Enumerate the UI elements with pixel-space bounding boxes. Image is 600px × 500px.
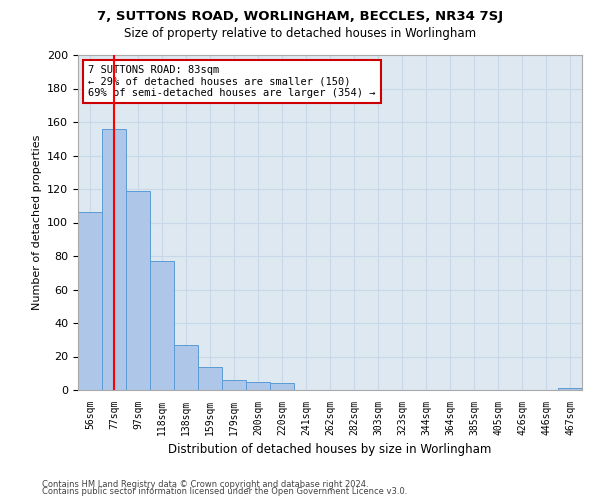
Text: Contains HM Land Registry data © Crown copyright and database right 2024.: Contains HM Land Registry data © Crown c…: [42, 480, 368, 489]
Bar: [78, 212, 102, 390]
Bar: [558, 388, 582, 390]
Bar: [150, 261, 174, 390]
Text: 7, SUTTONS ROAD, WORLINGHAM, BECCLES, NR34 7SJ: 7, SUTTONS ROAD, WORLINGHAM, BECCLES, NR…: [97, 10, 503, 23]
Text: Size of property relative to detached houses in Worlingham: Size of property relative to detached ho…: [124, 28, 476, 40]
Bar: [102, 128, 126, 390]
X-axis label: Distribution of detached houses by size in Worlingham: Distribution of detached houses by size …: [169, 444, 491, 456]
Bar: [222, 380, 246, 390]
Bar: [246, 382, 270, 390]
Bar: [126, 190, 150, 390]
Text: Contains public sector information licensed under the Open Government Licence v3: Contains public sector information licen…: [42, 487, 407, 496]
Bar: [174, 345, 198, 390]
Bar: [198, 366, 222, 390]
Text: 7 SUTTONS ROAD: 83sqm
← 29% of detached houses are smaller (150)
69% of semi-det: 7 SUTTONS ROAD: 83sqm ← 29% of detached …: [88, 65, 376, 98]
Y-axis label: Number of detached properties: Number of detached properties: [32, 135, 41, 310]
Bar: [270, 384, 294, 390]
